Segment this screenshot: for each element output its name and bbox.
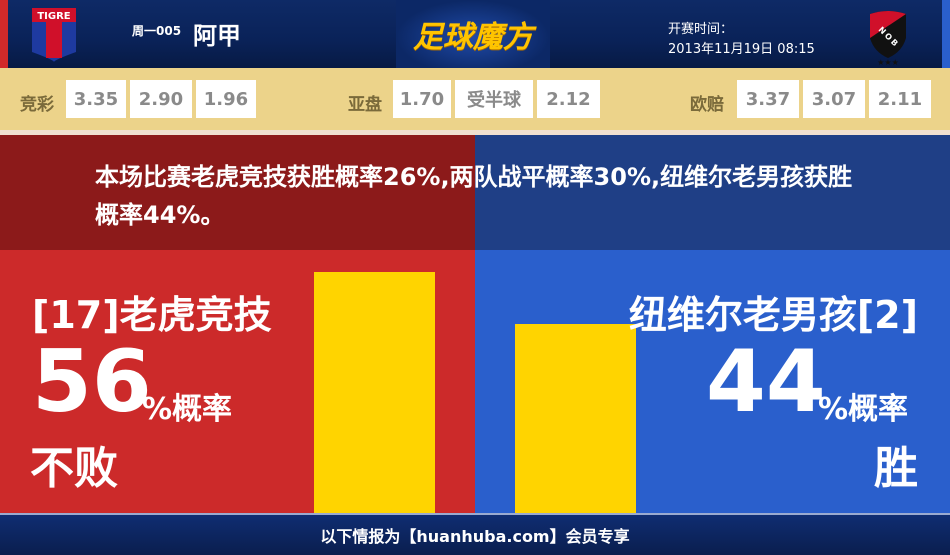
euro-label: 欧赔 [690,95,724,115]
asian-label: 亚盘 [348,95,382,115]
kickoff-time: 2013年11月19日 08:15 [668,42,815,57]
round-number: 周一005 [132,24,182,38]
away-outcome: 胜 [874,443,918,494]
home-team-name: [17]老虎竞技 [32,293,272,337]
home-percent: 56 [32,332,152,432]
home-probability-bar [314,272,435,513]
jingcai-odds-win: 3.35 [66,80,126,118]
svg-text:★★★: ★★★ [877,58,899,66]
left-accent [0,0,8,68]
newells-logo-icon: NOB ★★★ [870,11,906,66]
away-percent-suffix: %概率 [818,392,909,427]
brand-logo: 足球魔方 [396,0,550,68]
summary-text: 本场比赛老虎竞技获胜概率26%,两队战平概率30%,纽维尔老男孩获胜概率44%。 [95,163,853,229]
tigre-logo-icon: TIGRE [32,8,76,62]
asian-odds-home: 1.70 [393,80,451,118]
league-name: 阿甲 [193,22,241,50]
home-percent-suffix: %概率 [142,392,233,427]
away-team-name: 纽维尔老男孩[2] [628,293,918,337]
away-probability-bar [515,324,636,513]
euro-odds-win: 3.37 [737,80,799,118]
kickoff-label: 开赛时间： [668,22,734,37]
away-percent: 44 [706,332,826,432]
tigre-logo-text: TIGRE [37,11,70,22]
summary-banner-home [0,135,475,250]
match-header: TIGRE 周一005 阿甲 足球魔方 开赛时间： 2013年11月19日 08… [0,0,950,68]
member-footer-link[interactable]: 以下情报为【huanhuba.com】会员专享 [0,513,950,555]
asian-handicap: 受半球 [455,80,533,118]
jingcai-odds-draw: 2.90 [130,80,192,118]
divider [0,130,950,135]
asian-odds-away: 2.12 [537,80,600,118]
home-outcome: 不败 [30,443,118,494]
summary-banner-away [475,135,950,250]
jingcai-label: 竞彩 [20,95,54,115]
euro-odds-draw: 3.07 [803,80,865,118]
euro-odds-loss: 2.11 [869,80,931,118]
right-accent [942,0,950,68]
jingcai-odds-loss: 1.96 [196,80,256,118]
